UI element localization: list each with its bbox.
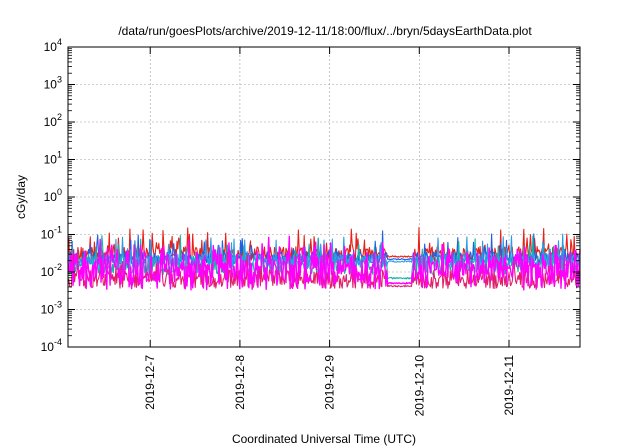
y-tick-label: 10-1: [41, 225, 62, 242]
x-tick-label: 2019-12-11: [502, 355, 516, 416]
x-tick-label: 2019-12-9: [323, 355, 337, 410]
axis-ticks: [68, 46, 580, 348]
x-axis-label: Coordinated Universal Time (UTC): [232, 432, 416, 446]
x-tick-labels: 2019-12-7 2019-12-8 2019-12-9 2019-12-10 201…: [143, 355, 516, 417]
series-line: [67, 233, 581, 269]
x-tick-label: 2019-12-7: [143, 355, 157, 410]
y-tick-label: 104: [44, 37, 62, 54]
y-tick-label: 103: [44, 75, 62, 92]
x-tick-label: 2019-12-8: [233, 355, 247, 410]
y-tick-labels: 10-4 10-3 10-2 10-1 100 101 102 103 104: [41, 37, 62, 354]
y-tick-label: 10-4: [41, 337, 62, 354]
grid: [68, 47, 580, 347]
series-line: [67, 235, 581, 291]
y-tick-label: 101: [44, 150, 62, 167]
chart-title: /data/run/goesPlots/archive/2019-12-11/1…: [118, 24, 532, 38]
y-axis-label: cGy/day: [14, 175, 28, 219]
x-tick-label: 2019-12-10: [412, 355, 426, 417]
y-tick-label: 102: [44, 112, 62, 129]
y-tick-label: 10-3: [41, 300, 62, 317]
y-tick-label: 100: [44, 187, 62, 204]
series-layer: [67, 227, 581, 291]
y-tick-label: 10-2: [41, 262, 62, 279]
